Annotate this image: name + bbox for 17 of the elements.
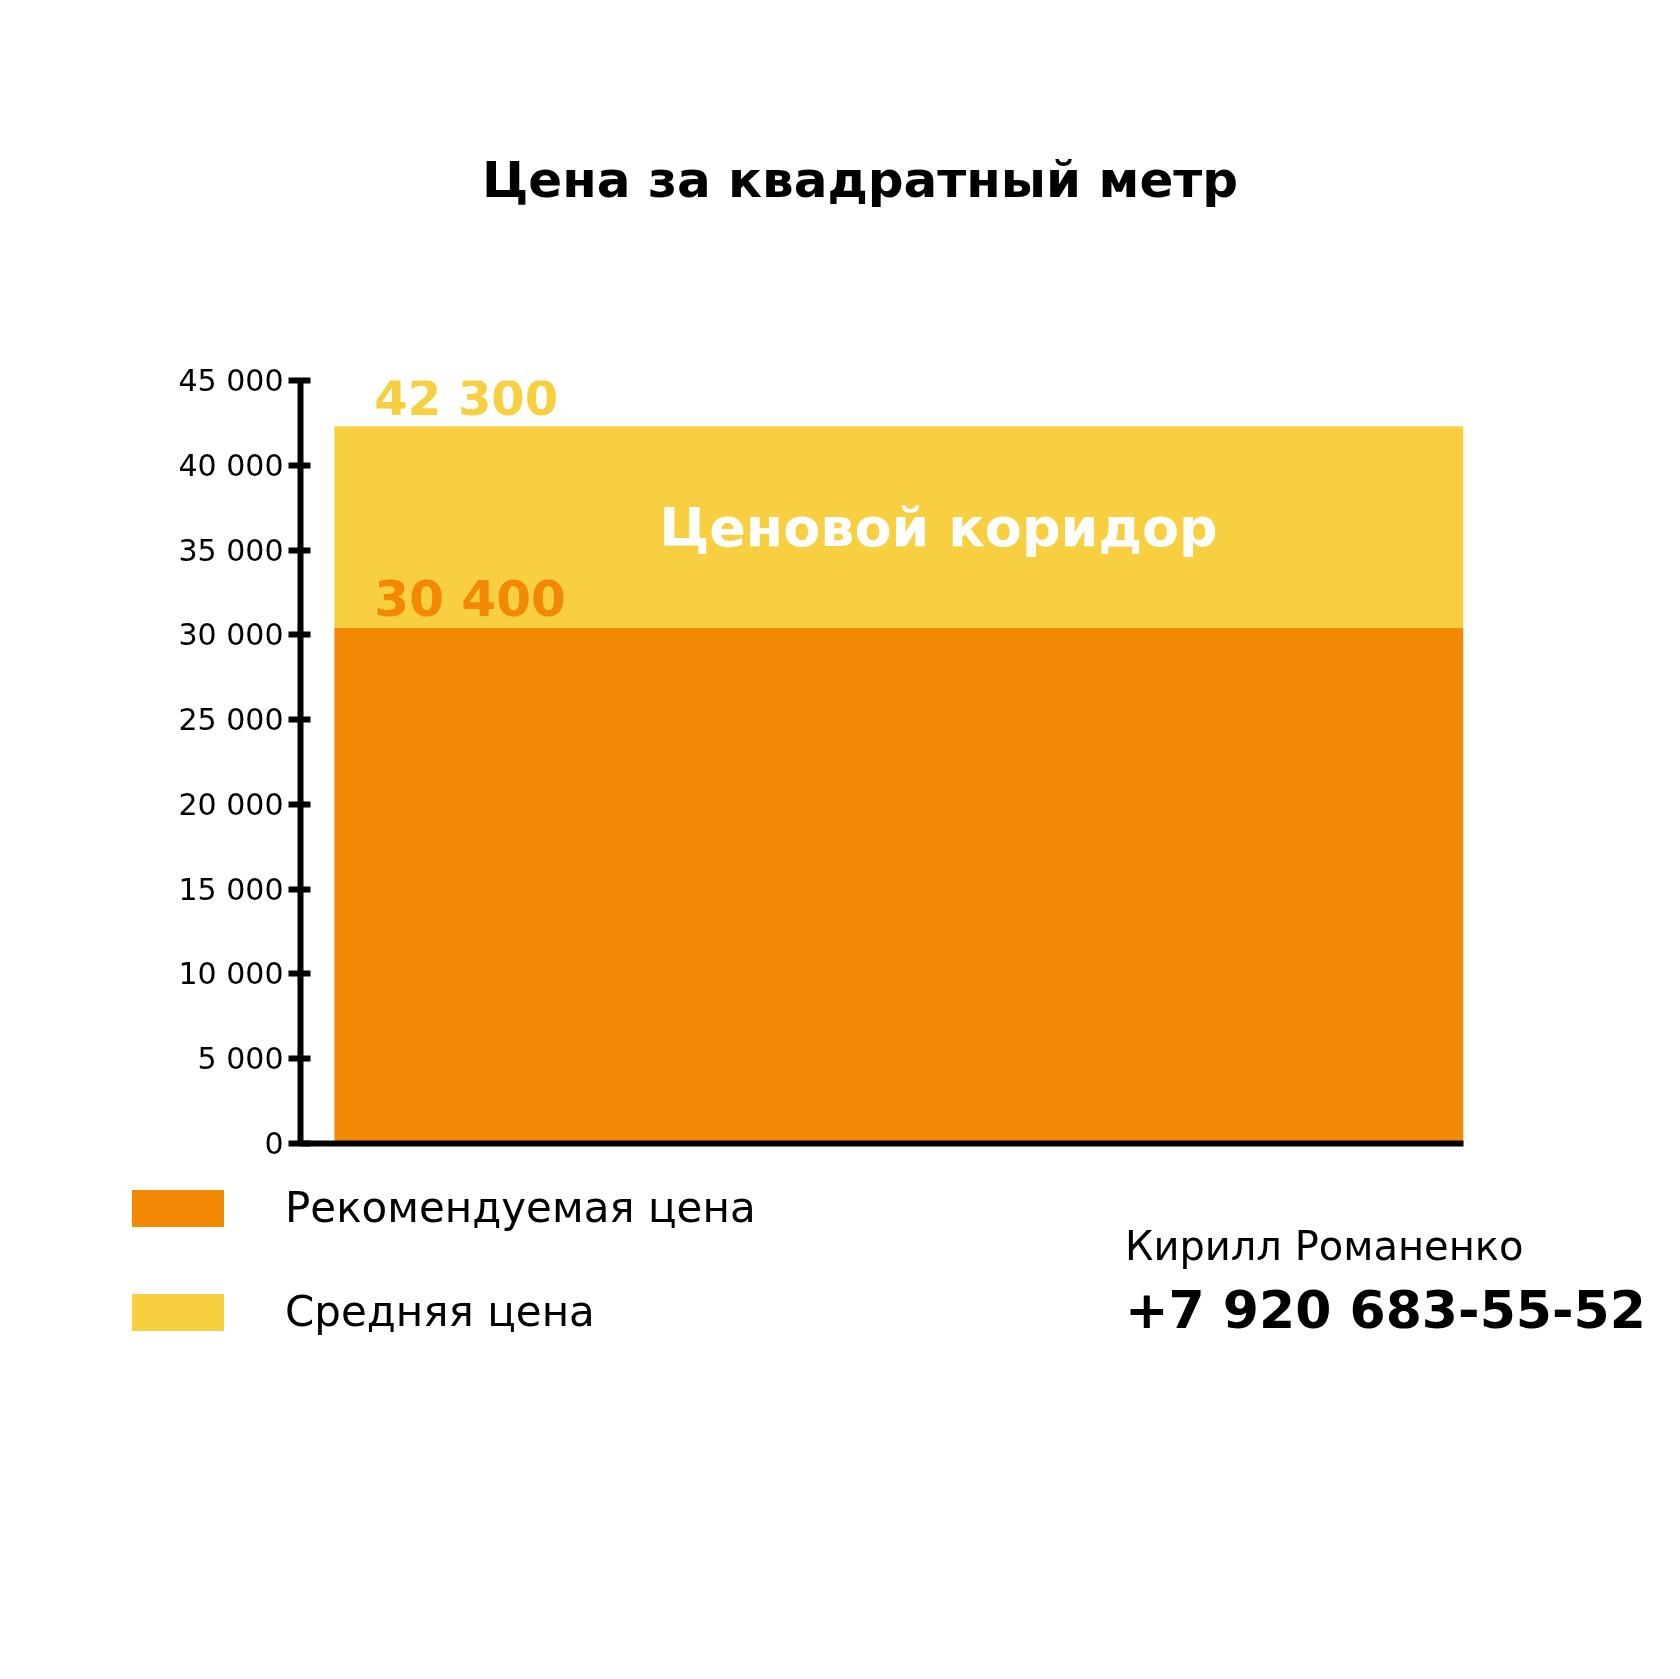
y-tick-label: 40 000 <box>178 447 284 483</box>
legend-label: Средняя цена <box>285 1287 595 1336</box>
annotation: Ценовой коридор <box>659 495 1218 559</box>
text: +7 920 683-55-52 <box>1125 1279 1646 1342</box>
y-tick-label: 30 000 <box>178 617 284 653</box>
y-tick-label: 45 000 <box>178 363 284 398</box>
data-label: 30 400 <box>374 570 566 629</box>
chart-title: Цена за квадратный метр <box>481 150 1239 211</box>
y-tick-label: 0 <box>264 1126 284 1161</box>
y-tick-label: 10 000 <box>178 956 284 992</box>
y-tick-label: 35 000 <box>178 532 284 568</box>
y-tick-label: 15 000 <box>178 871 284 907</box>
y-tick-label: 20 000 <box>178 786 284 822</box>
legend-label: Рекомендуемая цена <box>285 1183 756 1232</box>
y-tick-label: 25 000 <box>178 702 284 738</box>
text: Кирилл Романенко <box>1125 1222 1525 1271</box>
y-tick-label: 5 000 <box>197 1041 284 1077</box>
